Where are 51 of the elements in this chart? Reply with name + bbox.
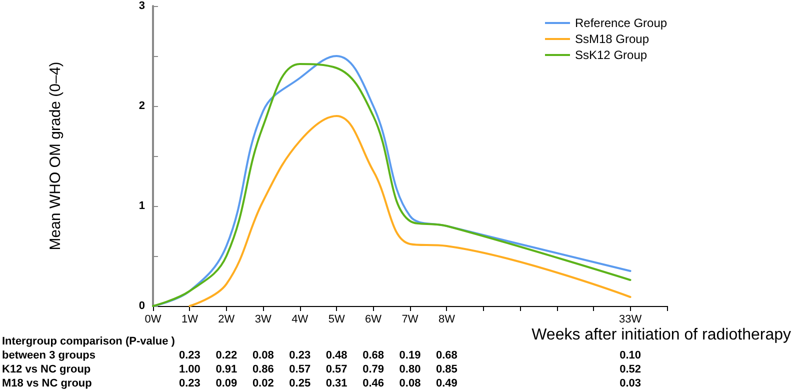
text: 0.31 — [326, 378, 348, 390]
text: 0.02 — [252, 378, 274, 390]
y-tick-label: 1 — [138, 200, 145, 212]
text: 0.19 — [399, 350, 421, 362]
x-tick-label: 1W — [181, 314, 199, 326]
text: 0.08 — [252, 350, 274, 362]
text: 0.23 — [179, 350, 200, 362]
x-tick-label: 8W — [438, 314, 456, 326]
x-tick-label: 4W — [292, 314, 309, 326]
text: 0.08 — [399, 378, 421, 390]
text: 0.10 — [620, 350, 641, 362]
x-tick-label: 7W — [402, 314, 419, 326]
text: 0.46 — [362, 378, 384, 390]
x-axis-title: Weeks after initiation of radiotherapy — [532, 326, 792, 344]
text: 0.23 — [289, 350, 311, 362]
text: K12 vs NC group — [2, 364, 91, 376]
text: 0.03 — [620, 378, 641, 390]
x-tick-label: 5W — [328, 314, 346, 326]
legend-label: SsK12 Group — [575, 48, 648, 62]
text: 0.09 — [216, 378, 238, 390]
text: 1.00 — [179, 364, 200, 376]
x-tick-label: 3W — [254, 314, 272, 326]
y-tick-label: 2 — [138, 100, 145, 112]
y-axis-title: Mean WHO OM grade (0–4) — [47, 62, 64, 250]
x-tick-label: 33W — [618, 314, 642, 326]
text: M18 vs NC group — [2, 378, 92, 390]
text: 0.79 — [362, 364, 384, 376]
text: 0.68 — [436, 350, 458, 362]
text: 0.25 — [289, 378, 311, 390]
line-series — [188, 115, 632, 307]
y-tick-label: 3 — [138, 0, 145, 12]
text: Intergroup comparison (P-value ) — [2, 336, 176, 348]
legend-label: SsM18 Group — [575, 32, 650, 46]
text: 0.52 — [620, 364, 641, 376]
text: 0.57 — [289, 364, 311, 376]
x-tick-label: 0W — [144, 314, 162, 326]
text: 0.23 — [179, 378, 200, 390]
legend-label: Reference Group — [575, 16, 668, 30]
text: 0.91 — [216, 364, 238, 376]
text: 0.80 — [399, 364, 421, 376]
x-tick-label: 6W — [365, 314, 382, 326]
text: 0.49 — [436, 378, 458, 390]
text: 0.68 — [362, 350, 384, 362]
text: 0.85 — [436, 364, 458, 376]
text: 0.48 — [326, 350, 348, 362]
y-tick-label: 0 — [138, 300, 145, 312]
text: 0.86 — [252, 364, 274, 376]
x-tick-label: 2W — [218, 314, 236, 326]
text: 0.57 — [326, 364, 348, 376]
text: between 3 groups — [2, 350, 96, 362]
text: 0.22 — [216, 350, 238, 362]
